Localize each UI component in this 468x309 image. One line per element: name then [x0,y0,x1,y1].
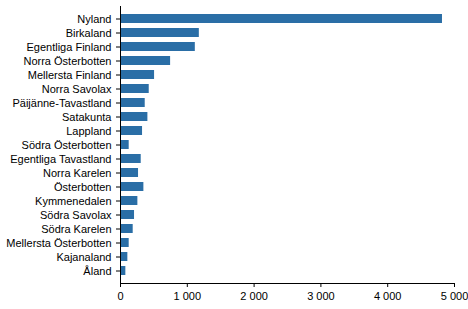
svg-text:Södra Savolax: Södra Savolax [40,209,112,221]
svg-text:Södra Karelen: Södra Karelen [41,223,111,235]
svg-text:Nyland: Nyland [77,13,111,25]
svg-text:5 000: 5 000 [441,290,468,302]
svg-text:Egentliga Tavastland: Egentliga Tavastland [10,153,111,165]
svg-text:Mellersta Finland: Mellersta Finland [28,69,112,81]
svg-text:Egentliga Finland: Egentliga Finland [26,41,111,53]
svg-text:Åland: Åland [83,265,111,277]
svg-text:0: 0 [117,290,123,302]
svg-text:Södra Österbotten: Södra Österbotten [22,139,112,151]
svg-text:Lappland: Lappland [66,125,111,137]
svg-text:Satakunta: Satakunta [62,111,112,123]
svg-text:Norra Savolax: Norra Savolax [42,83,112,95]
svg-text:Kajanaland: Kajanaland [56,251,111,263]
svg-text:1 000: 1 000 [174,290,202,302]
svg-text:Norra Karelen: Norra Karelen [43,167,111,179]
svg-text:Kymmenedalen: Kymmenedalen [35,195,111,207]
svg-text:2 000: 2 000 [240,290,268,302]
svg-text:4 000: 4 000 [374,290,402,302]
svg-text:Birkaland: Birkaland [66,27,112,39]
svg-text:Mellersta Österbotten: Mellersta Österbotten [6,237,111,249]
svg-text:Päijänne-Tavastland: Päijänne-Tavastland [12,97,111,109]
svg-text:3 000: 3 000 [307,290,335,302]
svg-text:Norra Österbotten: Norra Österbotten [23,55,111,67]
svg-text:Österbotten: Österbotten [54,181,111,193]
